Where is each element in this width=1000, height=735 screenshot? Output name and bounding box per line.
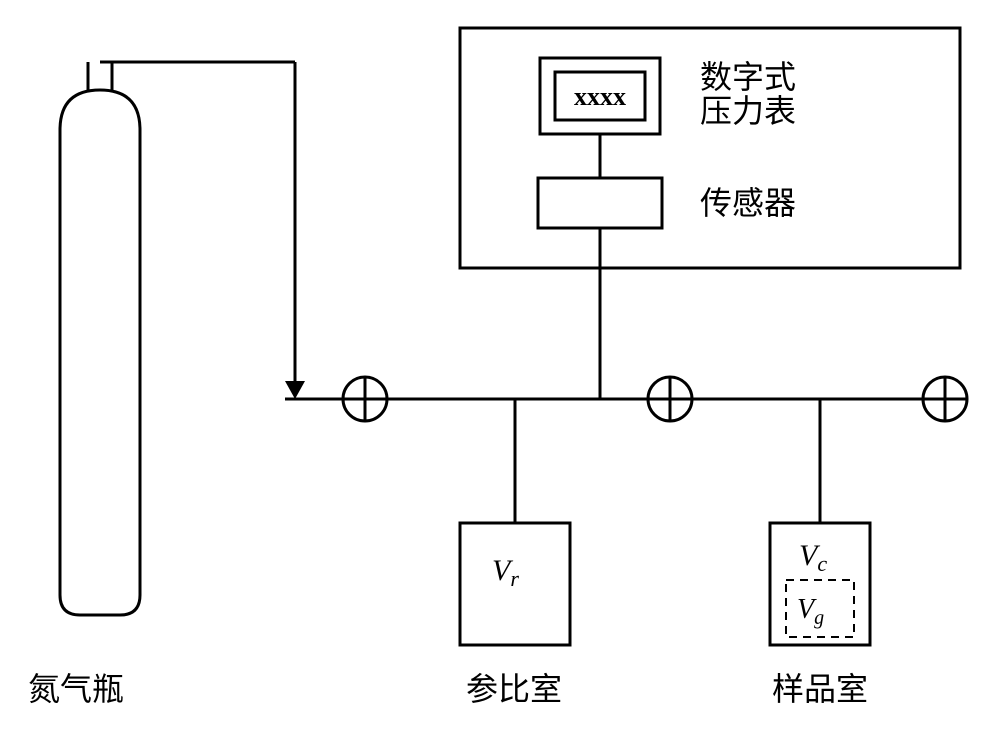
sample-chamber-label: 样品室	[772, 671, 868, 707]
valve-2-icon	[648, 377, 692, 421]
valve-1-icon	[343, 377, 387, 421]
valve-3-icon	[923, 377, 967, 421]
sensor-label: 传感器	[700, 185, 796, 221]
sensor-box	[538, 178, 662, 228]
vr-symbol: Vr	[492, 554, 519, 591]
vc-symbol: Vc	[799, 539, 827, 576]
gas-cylinder	[60, 62, 140, 615]
pressure-gauge-label-line1: 数字式	[700, 59, 796, 95]
arrowhead-icon	[285, 381, 305, 399]
pressure-gauge-display: xxxx	[540, 58, 660, 134]
reference-chamber-label: 参比室	[466, 671, 562, 707]
gas-cylinder-label: 氮气瓶	[28, 671, 124, 707]
display-value: xxxx	[574, 82, 626, 111]
pycnometer-diagram: 氮气瓶 xxxx 数字式 压力表 传感器 Vr 参比室	[0, 0, 1000, 735]
pressure-gauge-label-line2: 压力表	[700, 93, 796, 129]
vg-symbol: Vg	[797, 594, 824, 629]
